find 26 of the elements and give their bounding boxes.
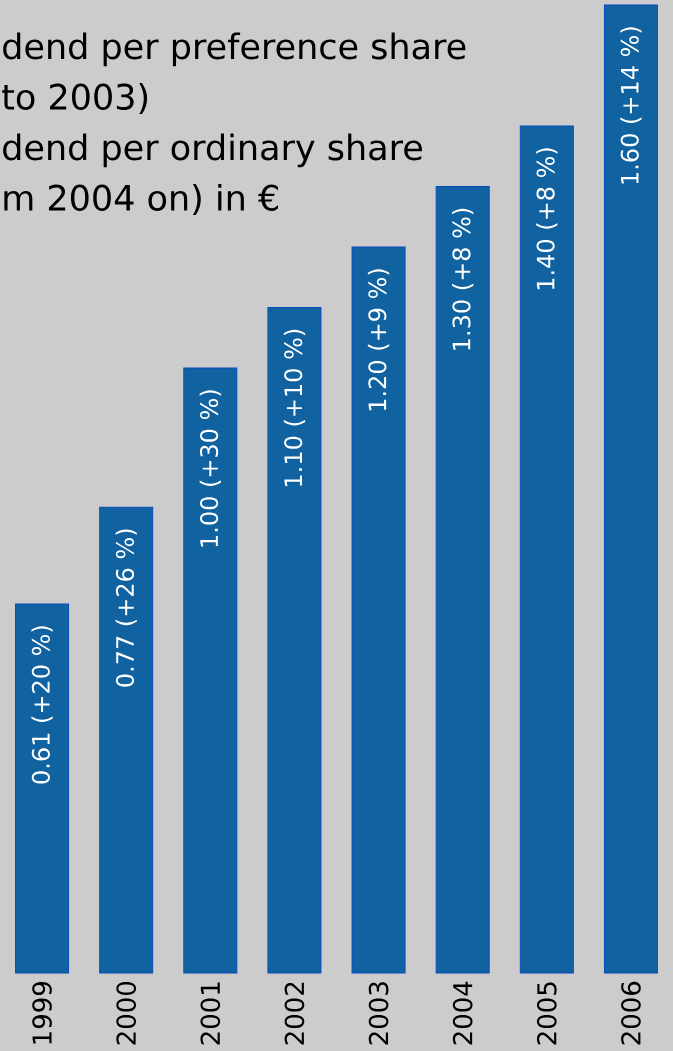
data-label: 1.40 (+8 %): [536, 148, 558, 290]
data-label: 0.77 (+26 %): [115, 529, 137, 687]
bar: [519, 125, 574, 974]
x-tick-label: 2001: [200, 982, 221, 1045]
data-label: 1.60 (+14 %): [620, 27, 642, 184]
bar: [267, 306, 322, 974]
text: dend per ordinary share m 2004 on) in €: [3, 133, 422, 216]
data-label: 1.30 (+8 %): [452, 208, 474, 350]
x-tick-label: 2002: [284, 982, 305, 1045]
data-label: 1.20 (+9 %): [367, 269, 390, 411]
data-label: 0.61 (+20 %): [31, 626, 53, 784]
x-tick-label: 2005: [536, 982, 557, 1045]
bar: [183, 367, 238, 974]
bar: [15, 603, 70, 974]
x-tick-label: 2006: [621, 981, 641, 1045]
bar: [351, 246, 406, 974]
x-tick-label: 2004: [452, 981, 473, 1045]
data-label: 1.10 (+10 %): [283, 329, 306, 486]
x-tick-label: 2003: [368, 982, 389, 1045]
text: dend per preference share to 2003): [2, 32, 466, 115]
data-label: 1.00 (+30 %): [199, 390, 222, 547]
bar: [99, 506, 154, 974]
bar: [603, 4, 658, 974]
x-tick-label: 2000: [116, 981, 137, 1045]
bar: [435, 185, 490, 974]
x-tick-label: 1999: [32, 982, 52, 1044]
